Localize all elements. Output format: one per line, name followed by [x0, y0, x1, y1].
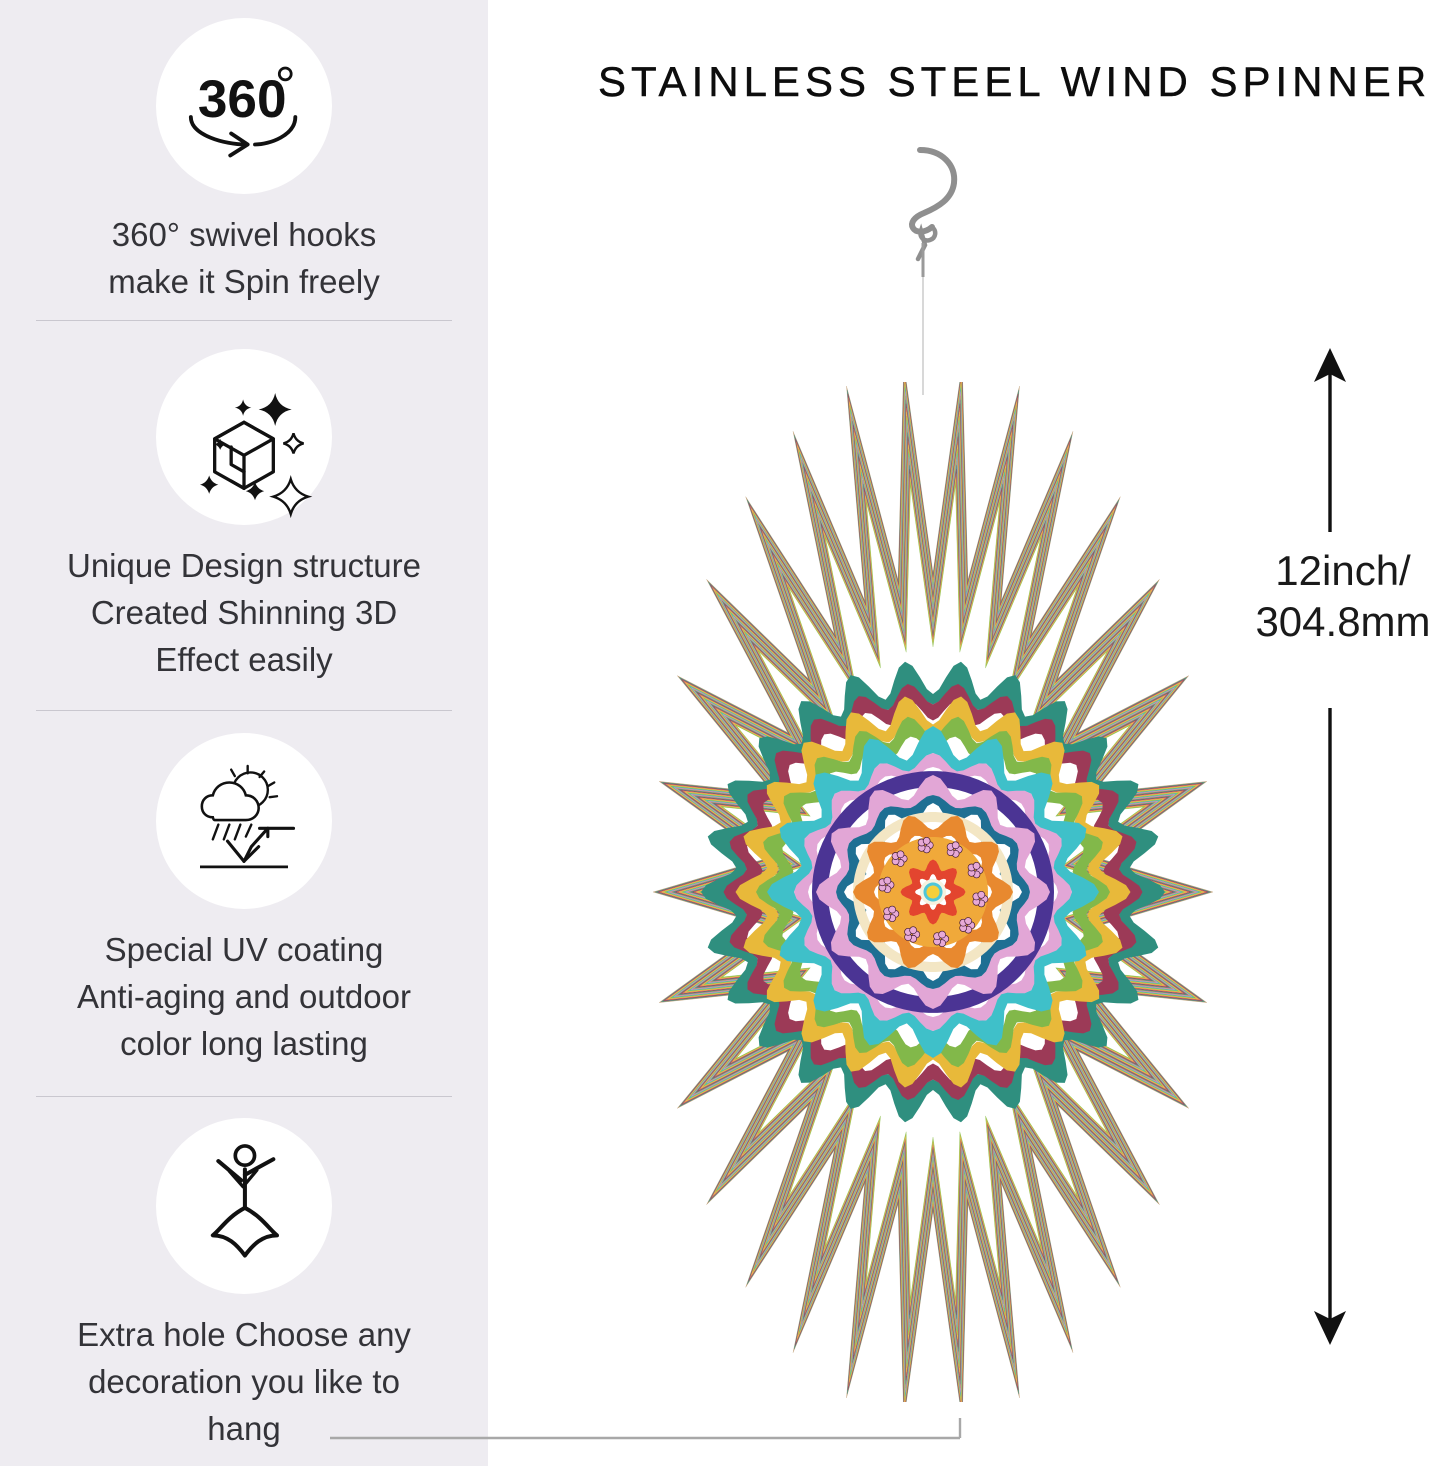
- svg-text:360: 360: [198, 70, 287, 129]
